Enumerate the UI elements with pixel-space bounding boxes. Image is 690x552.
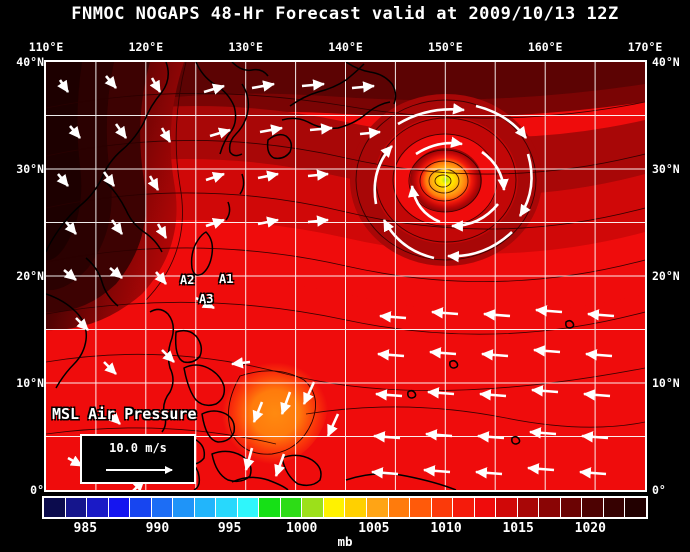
- colorbar: [42, 496, 648, 519]
- colorbar-swatch-5: [151, 498, 174, 517]
- colorbar-tick-1015: 1015: [502, 521, 534, 536]
- colorbar-swatch-10: [259, 498, 281, 517]
- colorbar-swatch-11: [280, 498, 303, 517]
- field-label: MSL Air Pressure: [52, 405, 197, 423]
- lon-tick-160: 160°E: [527, 40, 563, 54]
- lon-tick-130: 130°E: [228, 40, 263, 54]
- colorbar-swatch-9: [237, 498, 260, 517]
- colorbar-swatch-16: [388, 498, 411, 517]
- colorbar-swatch-6: [173, 498, 195, 517]
- lon-tick-110: 110°E: [28, 40, 64, 54]
- colorbar-swatch-23: [539, 498, 561, 517]
- colorbar-swatch-25: [582, 498, 604, 517]
- colorbar-swatch-7: [194, 498, 217, 517]
- colorbar-tick-985: 985: [73, 521, 98, 536]
- colorbar-swatch-13: [323, 498, 346, 517]
- annotation-a2: A2: [180, 273, 195, 287]
- colorbar-tick-995: 995: [217, 521, 242, 536]
- colorbar-tick-1000: 1000: [286, 521, 318, 536]
- colorbar-swatch-21: [496, 498, 518, 517]
- annotation-a1: A1: [219, 272, 234, 286]
- colorbar-swatch-18: [431, 498, 454, 517]
- colorbar-tick-1020: 1020: [574, 521, 606, 536]
- colorbar-swatch-27: [625, 498, 646, 517]
- lat-tick-0-r: 0°: [652, 483, 666, 497]
- lat-tick-30-l: 30°N: [16, 162, 44, 176]
- map-canvas: [46, 62, 645, 490]
- lat-tick-40-l: 40°N: [16, 55, 44, 69]
- colorbar-swatch-19: [453, 498, 475, 517]
- lat-tick-20-r: 20°N: [652, 269, 680, 283]
- page-title: FNMOC NOGAPS 48-Hr Forecast valid at 200…: [71, 4, 619, 24]
- colorbar-swatch-24: [560, 498, 583, 517]
- colorbar-swatch-22: [517, 498, 540, 517]
- colorbar-swatch-15: [366, 498, 389, 517]
- colorbar-swatch-4: [130, 498, 152, 517]
- annotation-a3: A3: [199, 292, 214, 306]
- lat-tick-20-l: 20°N: [16, 269, 44, 283]
- colorbar-swatch-2: [87, 498, 109, 517]
- colorbar-swatch-3: [108, 498, 131, 517]
- lon-tick-140: 140°E: [328, 40, 363, 54]
- colorbar-swatch-26: [603, 498, 626, 517]
- wind-scale-legend: 10.0 m/s: [80, 434, 196, 484]
- lon-tick-150: 150°E: [428, 40, 463, 54]
- colorbar-tick-1005: 1005: [358, 521, 390, 536]
- lat-tick-40-r: 40°N: [652, 55, 680, 69]
- colorbar-swatch-17: [410, 498, 432, 517]
- lat-tick-10-l: 10°N: [16, 376, 44, 390]
- colorbar-swatch-20: [474, 498, 497, 517]
- lat-tick-30-r: 30°N: [652, 162, 680, 176]
- colorbar-swatch-8: [216, 498, 238, 517]
- colorbar-tick-1010: 1010: [430, 521, 462, 536]
- lon-tick-120: 120°E: [128, 40, 164, 54]
- wind-scale-label: 10.0 m/s: [109, 441, 167, 455]
- colorbar-units: mb: [337, 534, 353, 549]
- lat-tick-0-l: 0°: [30, 483, 44, 497]
- lon-tick-170: 170°E: [627, 40, 663, 54]
- colorbar-swatch-0: [44, 498, 66, 517]
- colorbar-swatch-12: [302, 498, 324, 517]
- colorbar-swatch-14: [345, 498, 367, 517]
- colorbar-tick-990: 990: [145, 521, 170, 536]
- colorbar-swatch-1: [65, 498, 88, 517]
- lat-tick-10-r: 10°N: [652, 376, 680, 390]
- wind-scale-arrow-icon: [106, 466, 173, 474]
